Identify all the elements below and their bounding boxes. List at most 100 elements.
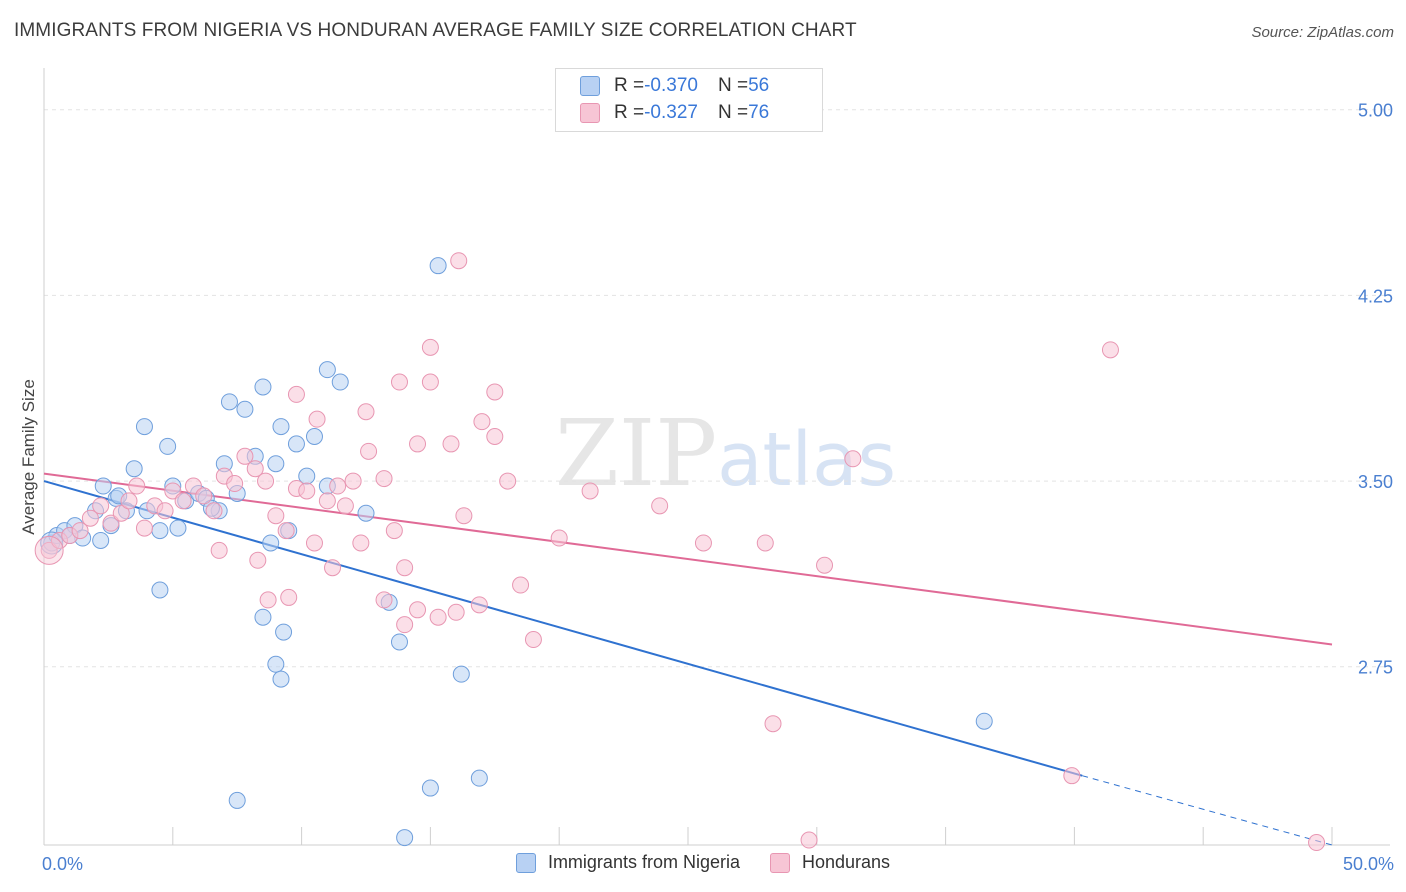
honduran-point	[210, 541, 228, 559]
y-tick-label: 4.25	[1358, 286, 1393, 306]
honduran-point	[385, 522, 403, 540]
honduran-point	[442, 435, 460, 453]
trend-lines	[43, 472, 1333, 846]
honduran-point	[447, 603, 465, 621]
nigeria-point	[470, 769, 488, 787]
honduran-point	[40, 541, 58, 559]
honduran-point	[375, 470, 393, 488]
nigeria-point	[125, 460, 143, 478]
series-legend: Immigrants from Nigeria Hondurans	[0, 852, 1406, 873]
nigeria-point	[429, 257, 447, 275]
honduran-point	[360, 442, 378, 460]
honduran-point	[421, 338, 439, 356]
nigeria-point	[421, 779, 439, 797]
nigeria-point	[254, 608, 272, 626]
honduran-point	[450, 252, 468, 270]
source-label: Source: ZipAtlas.com	[1251, 24, 1394, 41]
legend-swatch-honduran	[580, 103, 600, 123]
honduran-point	[499, 472, 517, 490]
legend-item-nigeria[interactable]: Immigrants from Nigeria	[515, 852, 740, 873]
y-tick-label: 2.75	[1358, 658, 1393, 678]
nigeria-point	[151, 581, 169, 599]
honduran-point	[195, 487, 213, 505]
honduran-point	[135, 519, 153, 537]
y-tick-label: 3.50	[1358, 472, 1393, 492]
honduran-point	[308, 410, 326, 428]
legend-swatch-honduran	[769, 852, 790, 873]
tick-labels: 2.75 3.50 4.25 5.00 0.0% 50.0%	[42, 101, 1394, 874]
honduran-point	[396, 559, 414, 577]
honduran-point	[396, 616, 414, 634]
honduran-point	[344, 472, 362, 490]
chart-title: IMMIGRANTS FROM NIGERIA VS HONDURAN AVER…	[14, 20, 857, 41]
y-axis-label: Average Family Size	[19, 379, 38, 535]
y-tick-label: 5.00	[1358, 101, 1393, 121]
nigeria-point	[287, 435, 305, 453]
honduran-point	[164, 482, 182, 500]
x-tick-label: 0.0%	[42, 854, 83, 874]
honduran-point	[156, 502, 174, 520]
honduran-point	[375, 591, 393, 609]
honduran-point	[205, 502, 223, 520]
honduran-point	[71, 522, 89, 540]
honduran-point	[1101, 341, 1119, 359]
legend-item-honduran[interactable]: Hondurans	[769, 852, 891, 873]
nigeria-point	[151, 522, 169, 540]
honduran-point	[305, 534, 323, 552]
nigeria-point	[254, 378, 272, 396]
nigeria-point	[975, 712, 993, 730]
honduran-point	[128, 477, 146, 495]
legend-row-honduran: R = -0.327 N = 76	[580, 100, 769, 126]
nigeria-point	[272, 670, 290, 688]
honduran-point	[1308, 834, 1326, 852]
honduran-point	[694, 534, 712, 552]
honduran-point	[524, 631, 542, 649]
nigeria-point	[318, 361, 336, 379]
honduran-point	[800, 831, 818, 849]
honduran-point	[81, 509, 99, 527]
honduran-point	[473, 413, 491, 431]
legend-n-label: N =	[717, 75, 749, 96]
honduran-point	[512, 576, 530, 594]
nigeria-point	[94, 477, 112, 495]
honduran-point	[324, 559, 342, 577]
nigeria-point	[272, 418, 290, 436]
nigeria-point	[396, 829, 414, 847]
legend-row-nigeria: R = -0.370 N = 56	[580, 73, 769, 99]
legend-label-honduran: Hondurans	[801, 852, 891, 872]
honduran-point	[226, 475, 244, 493]
honduran-point	[287, 385, 305, 403]
honduran-point	[756, 534, 774, 552]
legend-r-label: R =	[614, 75, 645, 96]
nigeria-point	[331, 373, 349, 391]
honduran-point	[259, 591, 277, 609]
honduran-point	[112, 504, 130, 522]
legend-swatch-nigeria	[515, 852, 536, 873]
honduran-point	[651, 497, 669, 515]
honduran-point	[409, 435, 427, 453]
honduran-point	[352, 534, 370, 552]
trend-line-nigeria	[43, 480, 1083, 777]
honduran-point	[318, 492, 336, 510]
honduran-point	[581, 482, 599, 500]
honduran-point	[267, 507, 285, 525]
honduran-point	[421, 373, 439, 391]
legend-n-value: 56	[748, 75, 770, 96]
honduran-point	[336, 497, 354, 515]
honduran-point	[409, 601, 427, 619]
honduran-point	[120, 492, 138, 510]
nigeria-point	[236, 400, 254, 418]
legend-n-value: 76	[748, 102, 770, 123]
nigeria-point	[390, 633, 408, 651]
nigeria-point	[452, 665, 470, 683]
trend-line-honduran	[43, 472, 1333, 646]
honduran-point	[102, 514, 120, 532]
honduran-point	[486, 428, 504, 446]
nigeria-point	[135, 418, 153, 436]
nigeria-point	[220, 393, 238, 411]
honduran-point	[174, 492, 192, 510]
honduran-point	[764, 715, 782, 733]
honduran-point	[257, 472, 275, 490]
honduran-point	[329, 477, 347, 495]
gridlines	[44, 109, 1390, 668]
